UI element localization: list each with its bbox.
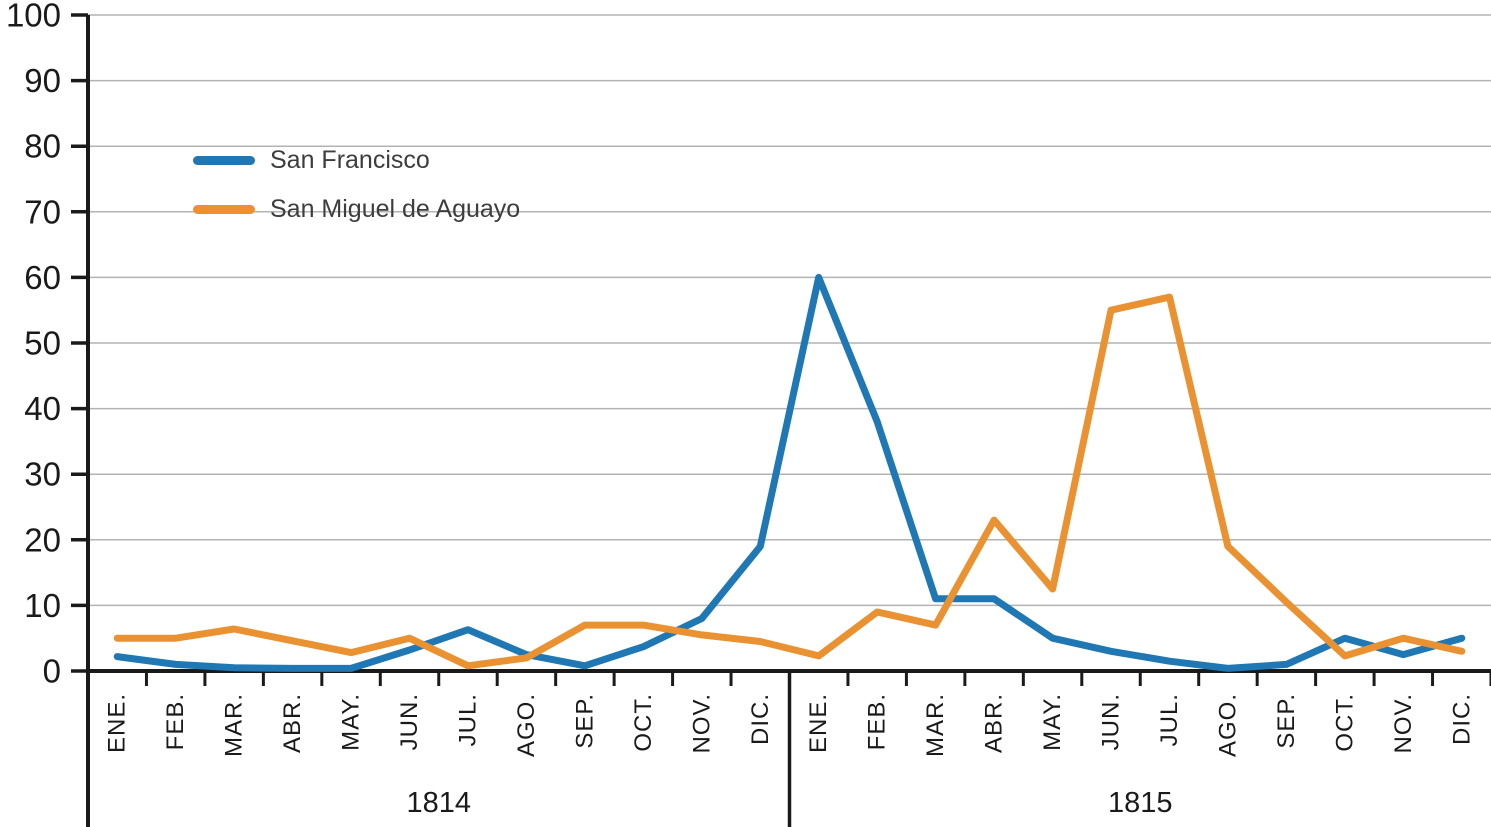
x-axis-month-label: JUN. xyxy=(396,693,423,750)
y-axis-tick-label: 80 xyxy=(24,128,61,165)
x-axis-month-label: NOV. xyxy=(688,693,715,753)
y-axis-tick-label: 10 xyxy=(24,587,61,624)
legend-label-san-francisco: San Francisco xyxy=(270,145,430,174)
legend-swatch-san-miguel-de-aguayo xyxy=(193,204,255,214)
y-axis-tick-label: 40 xyxy=(24,390,61,427)
x-axis-month-label: AGO. xyxy=(513,693,540,757)
x-axis-month-label: OCT. xyxy=(1331,693,1358,752)
legend-swatch-san-francisco xyxy=(193,155,255,165)
x-axis-month-label: SEP. xyxy=(1273,693,1300,749)
x-axis-month-label: OCT. xyxy=(630,693,657,752)
series-line-san-francisco xyxy=(113,273,1466,672)
x-axis-month-label: DIC. xyxy=(1448,693,1475,745)
x-axis-month-label: ABR. xyxy=(981,693,1008,753)
y-axis-tick-label: 70 xyxy=(24,193,61,230)
x-axis-month-label: MAR. xyxy=(922,693,949,757)
x-axis-month-label: AGO. xyxy=(1214,693,1241,757)
y-axis-tick-label: 30 xyxy=(24,456,61,493)
legend-item-san-miguel-de-aguayo: San Miguel de Aguayo xyxy=(193,193,520,225)
y-axis-tick-label: 20 xyxy=(24,521,61,558)
x-axis-month-label: MAY. xyxy=(338,693,365,751)
y-axis-tick-label: 50 xyxy=(24,325,61,362)
x-axis-year-label: 1814 xyxy=(406,787,471,819)
x-axis-month-label: FEB. xyxy=(864,693,891,750)
series-line-san-miguel-de-aguayo xyxy=(113,293,1466,670)
x-axis-month-label: NOV. xyxy=(1390,693,1417,753)
legend-label-san-miguel-de-aguayo: San Miguel de Aguayo xyxy=(270,194,521,223)
x-axis-month-label: JUL. xyxy=(1156,693,1183,746)
x-axis-month-label: JUN. xyxy=(1098,693,1125,750)
x-axis-month-label: SEP. xyxy=(571,693,598,749)
x-axis-month-label: DIC. xyxy=(747,693,774,745)
x-axis-month-label: MAY. xyxy=(1039,693,1066,751)
y-axis-tick-label: 90 xyxy=(24,62,61,99)
x-axis-month-label: JUL. xyxy=(454,693,481,746)
x-axis-year-label: 1815 xyxy=(1108,787,1173,819)
y-axis-tick-label: 60 xyxy=(24,259,61,296)
x-axis-month-label: ENE. xyxy=(104,693,131,753)
legend-item-san-francisco: San Francisco xyxy=(193,144,520,176)
x-axis-month-label: FEB. xyxy=(162,693,189,750)
x-axis-month-label: MAR. xyxy=(221,693,248,757)
x-axis-month-label: ENE. xyxy=(805,693,832,753)
x-axis-month-label: ABR. xyxy=(279,693,306,753)
y-axis-tick-label: 100 xyxy=(6,0,61,34)
y-axis-tick-label: 0 xyxy=(43,653,61,690)
legend: San Francisco San Miguel de Aguayo xyxy=(193,144,520,225)
